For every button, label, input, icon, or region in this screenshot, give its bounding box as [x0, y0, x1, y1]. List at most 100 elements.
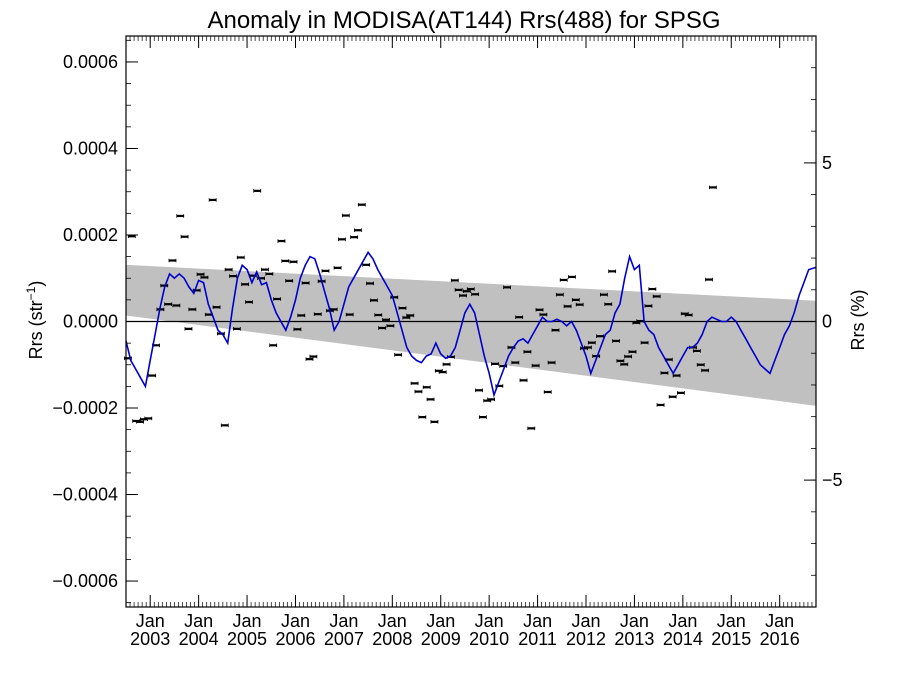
anomaly-point: [475, 388, 483, 393]
anomaly-point: [708, 185, 717, 190]
chart-title: Anomaly in MODISA(AT144) Rrs(488) for SP…: [207, 7, 720, 34]
anomaly-point: [668, 394, 677, 399]
x-tick-year: 2004: [179, 629, 219, 649]
anomaly-point: [309, 354, 318, 359]
anomaly-point: [584, 345, 592, 350]
anomaly-point: [696, 362, 705, 367]
anomaly-point: [398, 306, 407, 310]
anomaly-point: [555, 292, 564, 297]
anomaly-point: [450, 278, 459, 283]
x-tick-month: Jan: [233, 611, 262, 631]
anomaly-point: [519, 378, 528, 383]
anomaly-point: [321, 269, 330, 273]
anomaly-point: [563, 304, 572, 309]
x-tick-month: Jan: [765, 611, 794, 631]
anomaly-point: [350, 235, 358, 239]
anomaly-point: [265, 272, 274, 276]
x-tick-year: 2003: [130, 629, 170, 649]
left-y-axis: 0.0006 0.0004 0.0002 0.0000 −0.0002 −0.0004 −0…: [52, 39, 138, 604]
anomaly-point: [172, 303, 181, 308]
anomaly-point: [382, 317, 390, 322]
anomaly-point: [705, 277, 713, 282]
anomaly-point: [624, 354, 633, 359]
y-tick-label: −0.0004: [52, 485, 118, 505]
anomaly-point: [620, 362, 629, 367]
anomaly-point: [535, 308, 544, 312]
anomaly-point: [608, 269, 617, 274]
x-tick-year: 2006: [275, 629, 315, 649]
x-tick-month: Jan: [571, 611, 600, 631]
anomaly-point: [354, 228, 362, 233]
anomaly-point: [438, 370, 447, 374]
right-y-axis: 5 0 −5: [804, 35, 843, 608]
x-tick-month: Jan: [281, 611, 310, 631]
anomaly-point: [459, 293, 467, 298]
anomaly-point: [568, 275, 576, 279]
anomaly-point: [487, 397, 495, 402]
anomaly-point: [426, 397, 435, 402]
anomaly-point: [547, 360, 556, 365]
anomaly-point: [523, 349, 532, 354]
anomaly-point: [660, 371, 669, 375]
x-tick-month: Jan: [426, 611, 455, 631]
anomaly-point: [176, 214, 185, 218]
anomaly-point: [511, 360, 520, 365]
anomaly-point: [414, 389, 423, 394]
left-y-axis-label: Rrs (str−1): [24, 281, 46, 360]
anomaly-point: [168, 258, 177, 263]
right-y-axis-label: Rrs (%): [848, 290, 868, 351]
anomaly-point: [313, 312, 322, 316]
x-tick-year: 2016: [760, 629, 800, 649]
anomaly-point: [357, 202, 366, 207]
anomaly-point: [390, 295, 399, 300]
anomaly-point: [648, 287, 657, 291]
anomaly-point: [442, 362, 451, 367]
x-tick-month: Jan: [717, 611, 746, 631]
x-axis: Jan2003Jan2004Jan2005Jan2006Jan2007Jan20…: [125, 36, 817, 649]
anomaly-point: [406, 313, 415, 318]
x-tick-month: Jan: [184, 611, 213, 631]
x-tick-month: Jan: [329, 611, 358, 631]
anomaly-point: [196, 272, 205, 277]
monthly-anomaly-points: [124, 185, 717, 431]
anomaly-point: [551, 328, 560, 332]
anomaly-point: [692, 349, 701, 353]
plot-area: [124, 185, 817, 431]
anomaly-point: [362, 263, 371, 267]
anomaly-point: [212, 305, 221, 310]
anomaly-point: [478, 415, 487, 419]
anomaly-point: [531, 363, 540, 368]
anomaly-point: [232, 327, 241, 331]
anomaly-point: [503, 285, 511, 290]
anomaly-point: [289, 260, 298, 264]
x-tick-year: 2013: [614, 629, 654, 649]
x-tick-year: 2010: [469, 629, 509, 649]
anomaly-point: [471, 292, 480, 297]
anomaly-point: [345, 312, 354, 317]
anomaly-point: [241, 282, 250, 287]
anomaly-point: [640, 340, 649, 345]
anomaly-point: [277, 239, 286, 243]
anomaly-point: [253, 189, 262, 193]
x-tick-year: 2014: [663, 629, 703, 649]
anomaly-point: [418, 415, 427, 419]
anomaly-point: [587, 340, 596, 345]
y-tick-label: 0.0000: [63, 312, 118, 332]
anomaly-point: [305, 357, 314, 361]
anomaly-point: [338, 237, 346, 242]
anomaly-point: [701, 368, 710, 373]
anomaly-point: [652, 294, 661, 299]
smoothed-anomaly-line: [125, 250, 817, 398]
x-tick-year: 2015: [711, 629, 751, 649]
anomaly-point: [273, 297, 281, 301]
anomaly-point: [200, 275, 209, 280]
anomaly-point: [644, 304, 653, 308]
y-right-tick-label: −5: [822, 470, 843, 490]
anomaly-point: [144, 416, 153, 421]
anomaly-point: [600, 292, 608, 297]
x-tick-year: 2005: [227, 629, 267, 649]
anomaly-point: [293, 327, 302, 332]
anomaly-point: [184, 327, 193, 331]
anomaly-point: [374, 313, 383, 317]
